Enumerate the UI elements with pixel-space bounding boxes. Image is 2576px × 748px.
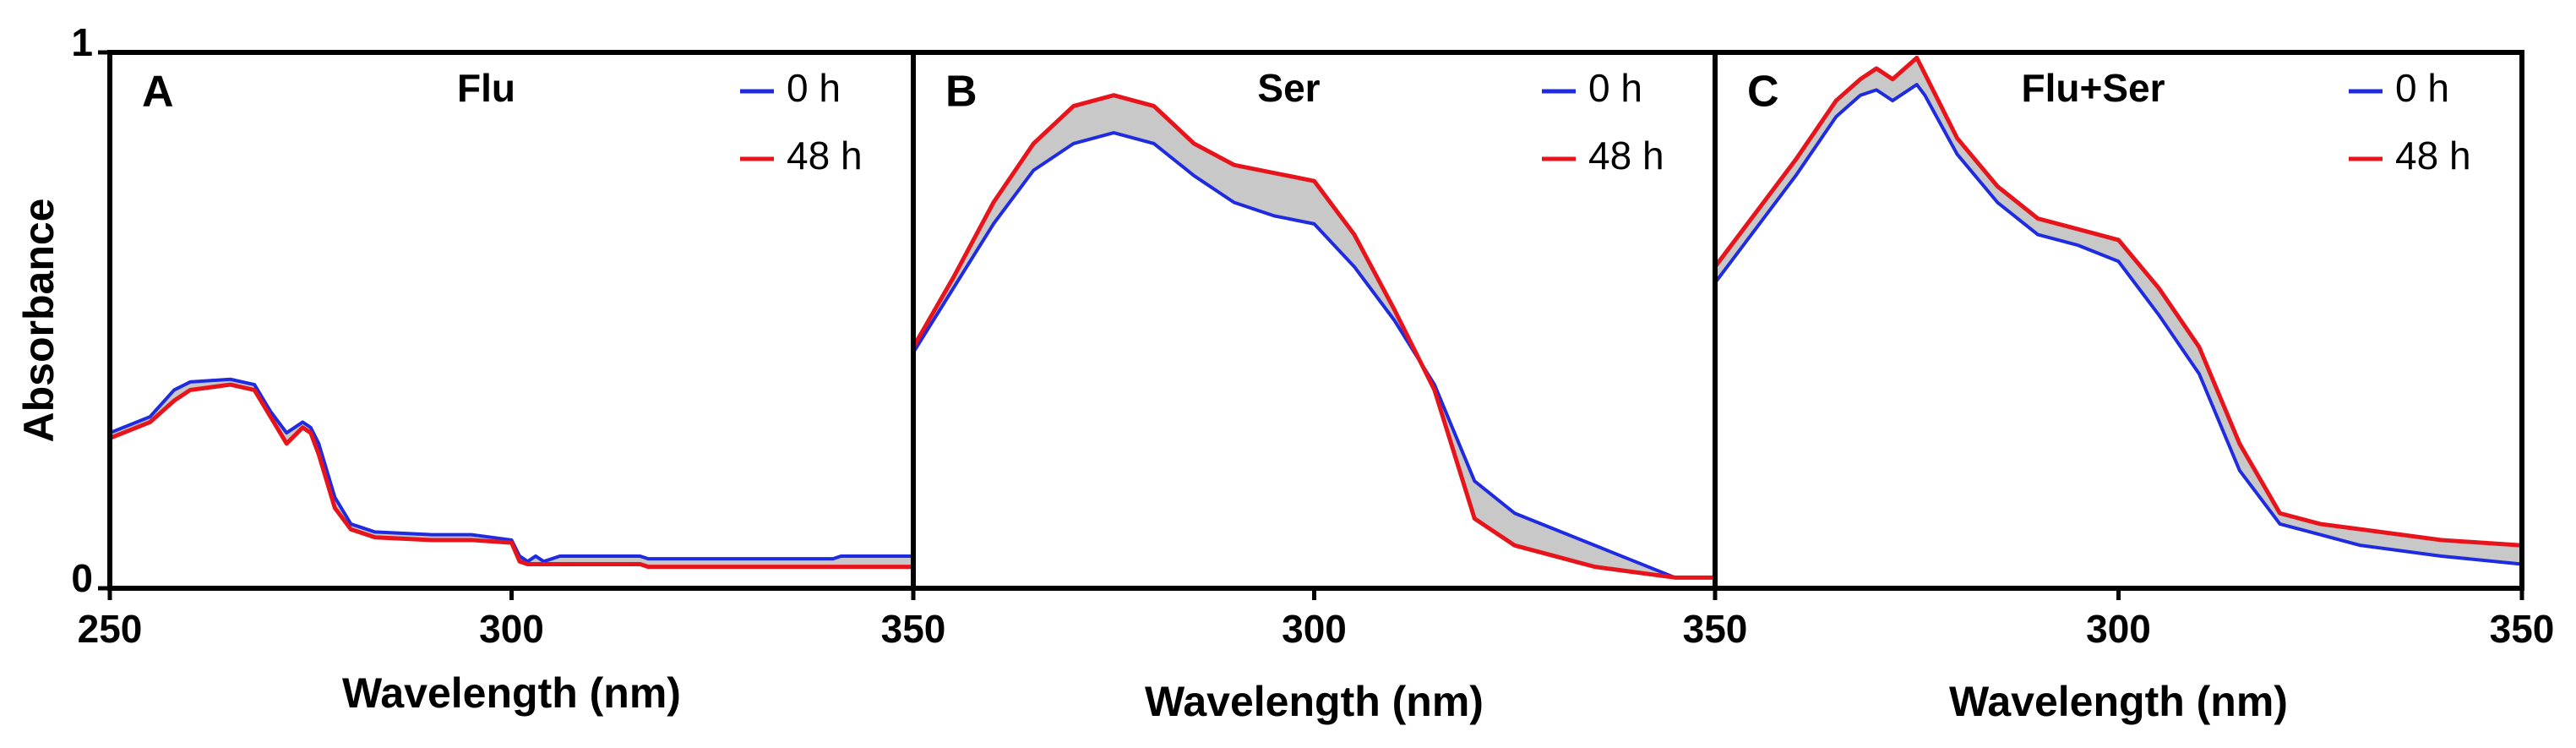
x-axis-label: Wavelength (nm) (342, 669, 681, 717)
legend-label: 0 h (787, 66, 841, 110)
y-tick-label: 0 (71, 556, 93, 600)
panel-title: Flu+Ser (2021, 66, 2165, 110)
x-tick-label: 350 (881, 607, 946, 651)
panel-letter: B (945, 68, 978, 117)
plot-frame (911, 50, 1718, 591)
plot-frame (107, 50, 916, 591)
shade-band (913, 95, 1715, 578)
x-axis-label: Wavelength (nm) (1145, 678, 1484, 725)
y-tick-label: 1 (71, 20, 93, 64)
plot-frame (1713, 50, 2524, 591)
panel-letter: A (142, 68, 174, 117)
series-line (1713, 55, 2523, 548)
x-tick-label: 350 (2490, 607, 2555, 651)
series-line (109, 377, 913, 564)
x-tick-label: 250 (78, 607, 143, 651)
panel-letter: C (1747, 68, 1779, 117)
x-tick-label: 300 (479, 607, 544, 651)
panel-title: Flu (457, 66, 515, 110)
legend-label: 48 h (787, 134, 863, 177)
legend-label: 48 h (2395, 134, 2471, 177)
panel-title: Ser (1257, 66, 1320, 110)
x-tick-label: 300 (2086, 607, 2151, 651)
series-line (911, 93, 1715, 580)
x-tick-label: 300 (1282, 607, 1347, 651)
series-line (109, 382, 913, 570)
legend-label: 48 h (1588, 134, 1664, 177)
series-line (912, 131, 1715, 580)
legend-label: 0 h (2395, 66, 2449, 110)
x-tick-label: 350 (1683, 607, 1748, 651)
x-axis-label: Wavelength (nm) (1949, 678, 2288, 725)
y-axis-label: Absorbance (15, 199, 63, 443)
legend-label: 0 h (1588, 66, 1642, 110)
series-line (1713, 83, 2523, 566)
